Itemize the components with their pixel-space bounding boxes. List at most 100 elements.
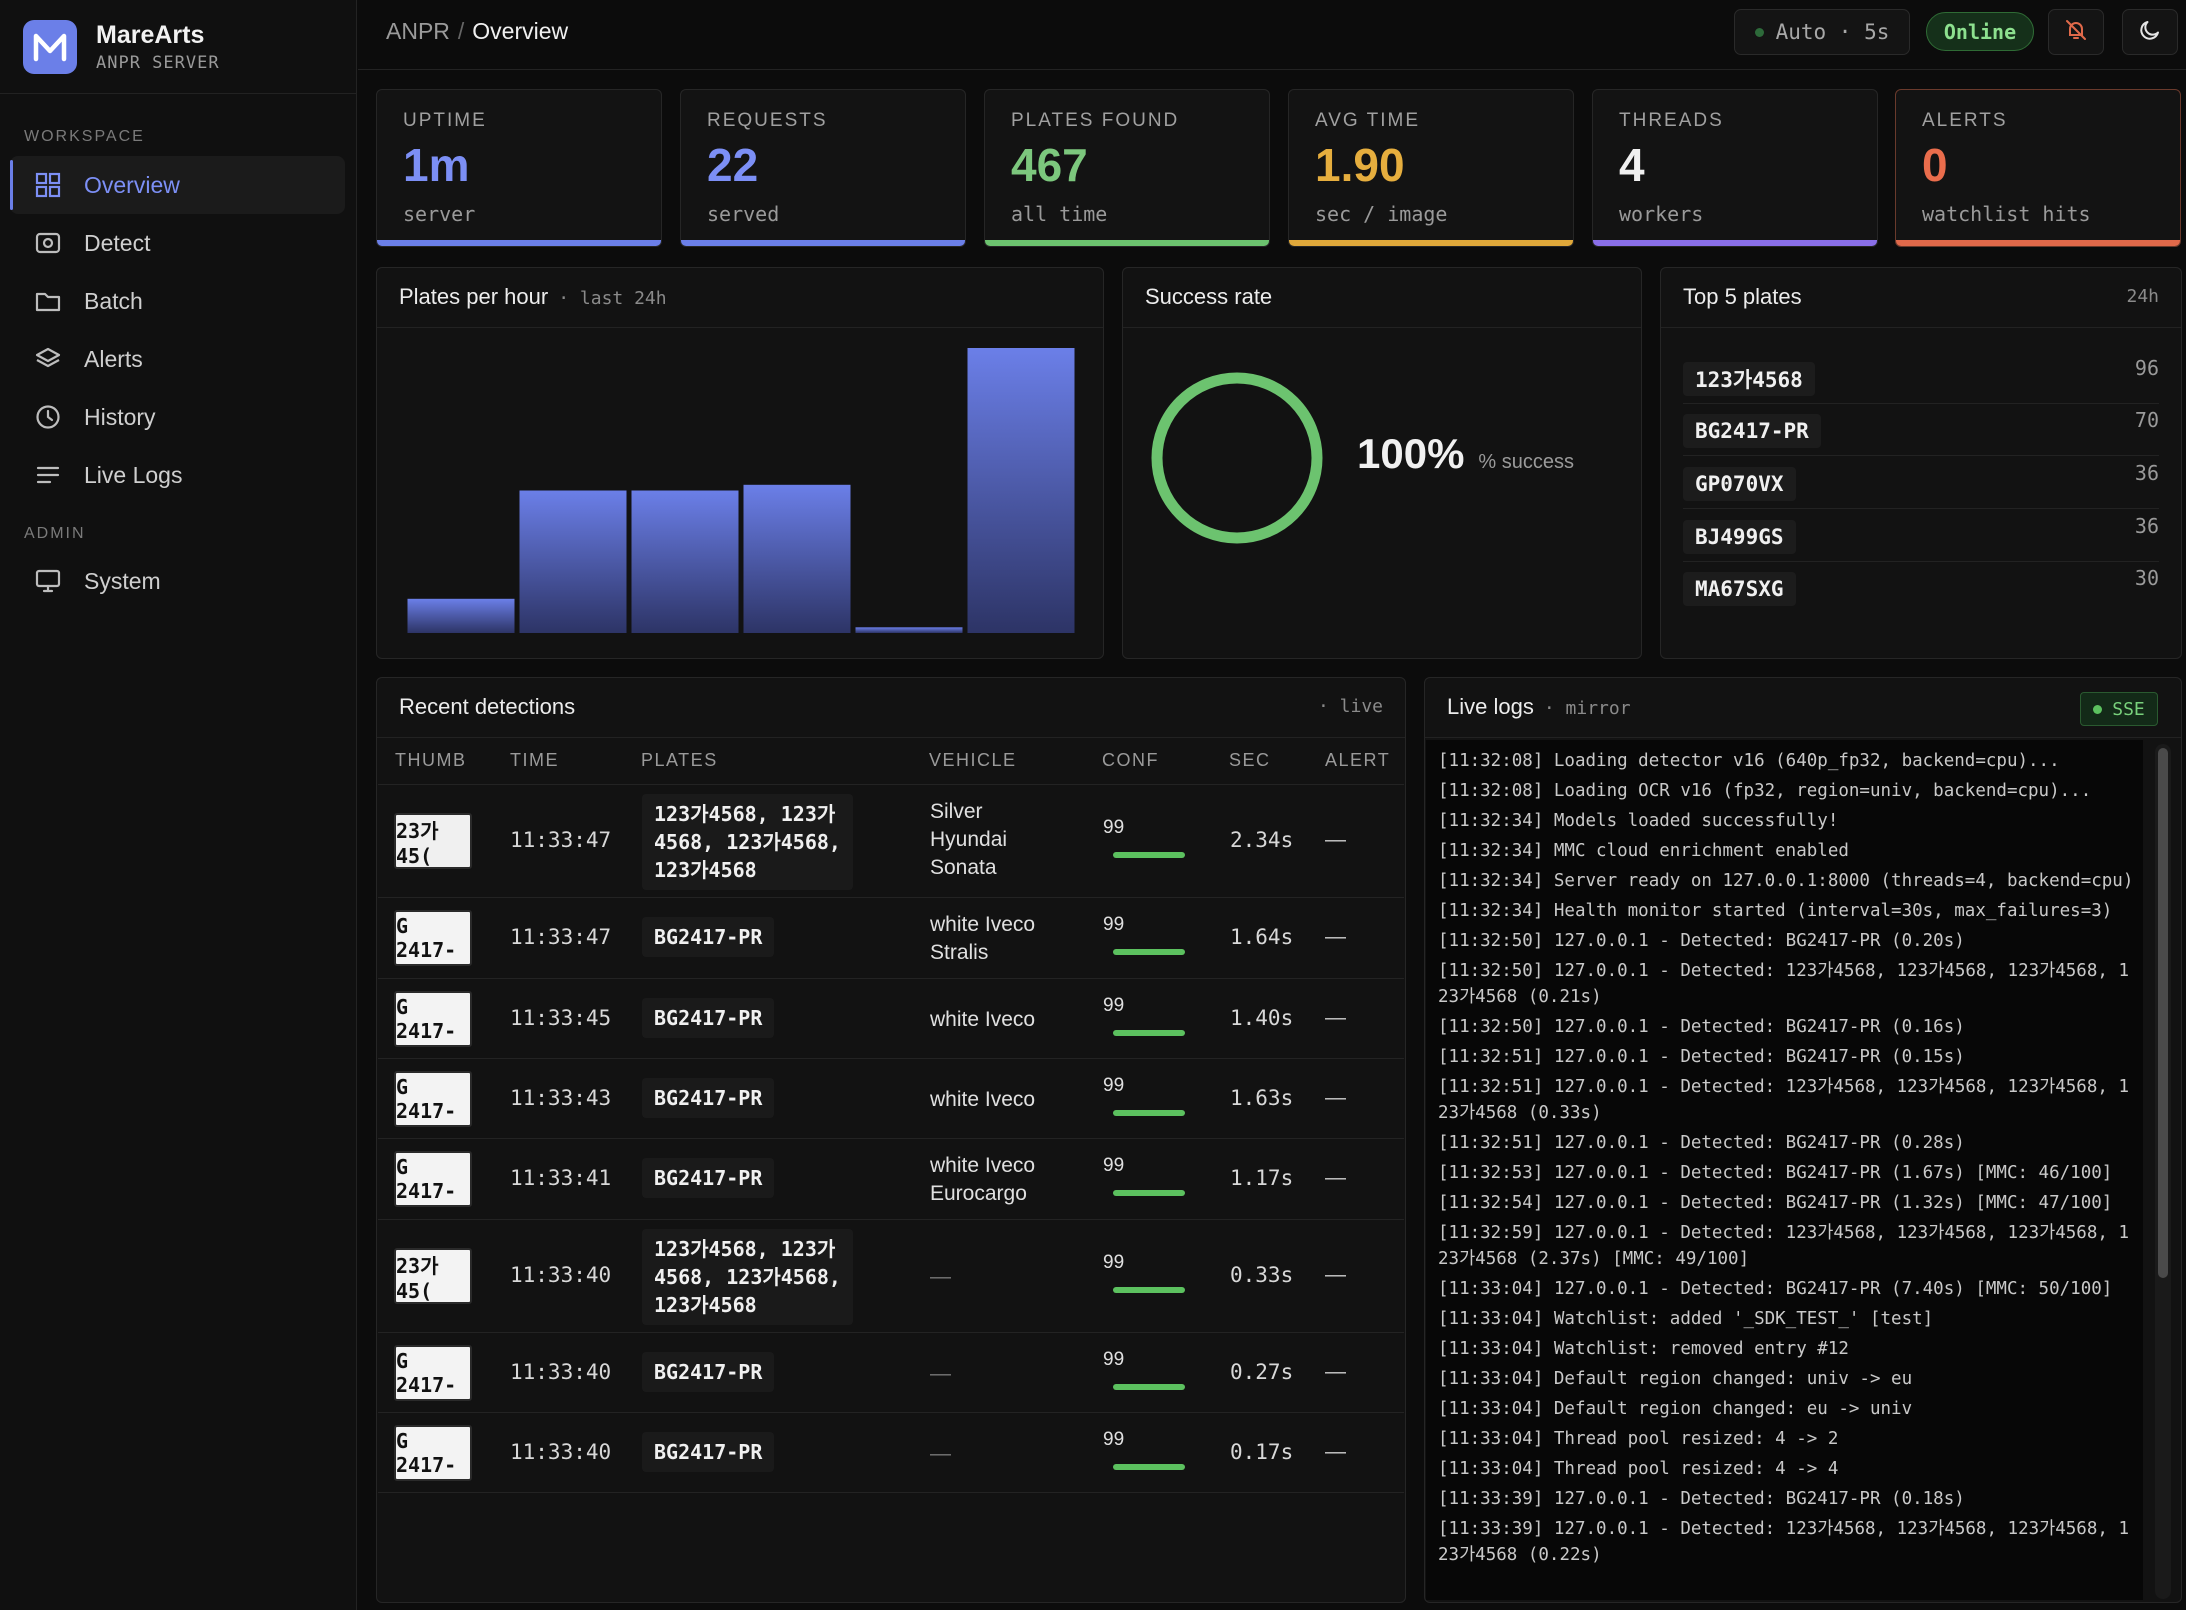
stat-card-plates-found: PLATES FOUND 467 all time xyxy=(984,89,1270,247)
stat-label: PLATES FOUND xyxy=(1011,110,1180,131)
sidebar-item-batch[interactable]: Batch xyxy=(10,272,345,330)
sidebar-item-history[interactable]: History xyxy=(10,388,345,446)
brand[interactable]: MareArts ANPR SERVER xyxy=(0,0,356,94)
column-header[interactable]: PLATES xyxy=(641,750,718,770)
chart-bar[interactable] xyxy=(967,348,1075,633)
sidebar-item-system[interactable]: System xyxy=(10,552,345,610)
sse-badge: SSE xyxy=(2080,692,2158,726)
sidebar-item-overview[interactable]: Overview xyxy=(10,156,345,214)
column-header[interactable]: THUMB xyxy=(395,750,467,770)
chart-bar[interactable] xyxy=(743,484,851,633)
monitor-icon xyxy=(34,567,62,595)
stat-subtitle: workers xyxy=(1619,202,1704,226)
top-plate-row[interactable]: MA67SXG 30 xyxy=(1683,562,2159,614)
auto-refresh-toggle[interactable]: Auto · 5s xyxy=(1734,9,1910,55)
table-row[interactable]: 23가 45( 11:33:47 123가4568, 123가 4568, 12… xyxy=(378,785,1404,898)
panel-title: Top 5 plates xyxy=(1683,284,1802,309)
scrollbar-thumb[interactable] xyxy=(2158,748,2168,1278)
column-header[interactable]: SEC xyxy=(1229,750,1271,770)
sidebar-item-label: Live Logs xyxy=(84,461,183,488)
top-plate-row[interactable]: GP070VX 36 xyxy=(1683,457,2159,509)
top-plate-row[interactable]: BJ499GS 36 xyxy=(1683,510,2159,562)
layers-icon xyxy=(34,345,62,373)
plate-thumbnail[interactable]: 23가 45( xyxy=(394,813,472,869)
stat-label: THREADS xyxy=(1619,110,1724,131)
plate-thumbnail[interactable]: 23가 45( xyxy=(394,1248,472,1304)
row-alert: — xyxy=(1325,1263,1346,1286)
row-plates: BG2417-PR xyxy=(642,1352,775,1392)
log-line: [11:32:08] Loading detector v16 (640p_fp… xyxy=(1438,751,2060,771)
log-output[interactable]: [11:32:08] Loading detector v16 (640p_fp… xyxy=(1426,740,2143,1600)
theme-toggle-button[interactable] xyxy=(2122,9,2178,55)
plate-count: 96 xyxy=(2134,356,2159,380)
breadcrumb-root[interactable]: ANPR xyxy=(386,18,450,44)
plate-thumbnail[interactable]: G 2417- xyxy=(394,1151,472,1207)
log-line: [11:32:51] 127.0.0.1 - Detected: BG2417-… xyxy=(1438,1047,1965,1067)
row-sec: 2.34s xyxy=(1230,828,1294,852)
log-line: [11:32:08] Loading OCR v16 (fp32, region… xyxy=(1438,781,2092,801)
plates-per-hour-panel: Plates per hour · last 24h xyxy=(376,267,1104,659)
success-value-group: 100% % success xyxy=(1357,430,1574,478)
row-vehicle: — xyxy=(930,1442,951,1465)
table-row[interactable]: G 2417- 11:33:41 BG2417-PR white Iveco E… xyxy=(378,1139,1404,1220)
plate-thumbnail[interactable]: G 2417- xyxy=(394,1425,472,1481)
column-header[interactable]: TIME xyxy=(510,750,559,770)
row-alert: — xyxy=(1325,1360,1346,1383)
table-row[interactable]: G 2417- 11:33:47 BG2417-PR white Iveco S… xyxy=(378,898,1404,979)
stat-accent-bar xyxy=(681,240,965,246)
row-conf: 99 xyxy=(1103,995,1125,1016)
panel-meta: · last 24h xyxy=(558,288,667,309)
table-row[interactable]: 23가 45( 11:33:40 123가4568, 123가 4568, 12… xyxy=(378,1220,1404,1333)
plate-thumbnail[interactable]: G 2417- xyxy=(394,991,472,1047)
row-vehicle: white Iveco xyxy=(930,1008,1036,1031)
mute-button[interactable] xyxy=(2048,9,2104,55)
table-row[interactable]: G 2417- 11:33:40 BG2417-PR — 99 0.27s — xyxy=(378,1333,1404,1413)
log-scrollbar[interactable] xyxy=(2155,744,2171,1599)
stat-subtitle: sec / image xyxy=(1315,202,1448,226)
confidence-bar xyxy=(1113,949,1185,955)
plate-thumbnail[interactable]: G 2417- xyxy=(394,910,472,966)
clock-icon xyxy=(34,403,62,431)
stat-subtitle: watchlist hits xyxy=(1922,202,2091,226)
plate-chip: 123가4568 xyxy=(1683,362,1815,396)
stat-label: UPTIME xyxy=(403,110,487,131)
table-row[interactable]: G 2417- 11:33:45 BG2417-PR white Iveco 9… xyxy=(378,979,1404,1059)
sidebar-item-live-logs[interactable]: Live Logs xyxy=(10,446,345,504)
top-header: ANPR / Overview Auto · 5s Online xyxy=(358,0,2186,70)
confidence-bar xyxy=(1113,1030,1185,1036)
confidence-bar xyxy=(1113,1464,1185,1470)
stat-subtitle: served xyxy=(707,202,780,226)
panel-header xyxy=(377,678,1405,738)
plate-thumbnail[interactable]: G 2417- xyxy=(394,1071,472,1127)
chart-bar[interactable] xyxy=(407,598,515,633)
sidebar-item-detect[interactable]: Detect xyxy=(10,214,345,272)
row-conf: 99 xyxy=(1103,914,1125,935)
row-plates: 123가4568, 123가 4568, 123가4568, 123가4568 xyxy=(642,1229,853,1325)
log-line: [11:33:04] Default region changed: eu ->… xyxy=(1438,1399,1913,1419)
plate-thumbnail[interactable]: G 2417- xyxy=(394,1345,472,1401)
sidebar-item-label: Detect xyxy=(84,229,151,256)
row-alert: — xyxy=(1325,828,1346,851)
row-plates: BG2417-PR xyxy=(642,1158,775,1198)
column-header[interactable]: CONF xyxy=(1102,750,1159,770)
table-row[interactable]: G 2417- 11:33:43 BG2417-PR white Iveco 9… xyxy=(378,1059,1404,1139)
row-alert: — xyxy=(1325,1086,1346,1109)
chart-bar[interactable] xyxy=(855,627,963,633)
chart-bar[interactable] xyxy=(519,490,627,634)
top-plate-row[interactable]: 123가4568 96 xyxy=(1683,352,2159,404)
column-header[interactable]: VEHICLE xyxy=(929,750,1017,770)
table-row[interactable]: G 2417- 11:33:40 BG2417-PR — 99 0.17s — xyxy=(378,1413,1404,1493)
chart-bar[interactable] xyxy=(631,490,739,634)
top-plate-row[interactable]: BG2417-PR 70 xyxy=(1683,404,2159,456)
row-alert: — xyxy=(1325,925,1346,948)
panel-meta: · mirror xyxy=(1543,698,1631,719)
sidebar-item-alerts[interactable]: Alerts xyxy=(10,330,345,388)
log-line: [11:33:04] 127.0.0.1 - Detected: BG2417-… xyxy=(1438,1279,2113,1299)
row-sec: 1.63s xyxy=(1230,1086,1294,1110)
stat-card-threads: THREADS 4 workers xyxy=(1592,89,1878,247)
plate-count: 70 xyxy=(2134,408,2159,432)
stat-card-uptime: UPTIME 1m server xyxy=(376,89,662,247)
column-header[interactable]: ALERT xyxy=(1325,750,1391,770)
row-sec: 1.40s xyxy=(1230,1006,1294,1030)
confidence-bar xyxy=(1113,1287,1185,1293)
